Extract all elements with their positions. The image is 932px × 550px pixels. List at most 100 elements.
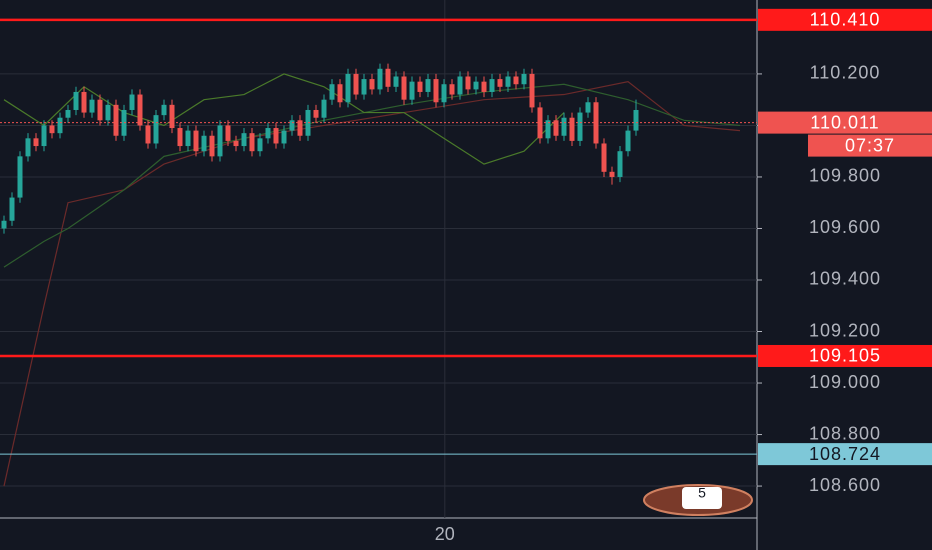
candle-body: [313, 109, 319, 118]
candle-body: [161, 104, 167, 116]
y-tick-label: 109.400: [809, 269, 881, 289]
candle-body: [481, 81, 487, 92]
candle-body: [9, 197, 15, 221]
current-price-label: 110.011: [810, 112, 879, 132]
candle-body: [169, 104, 175, 129]
y-tick-label: 108.800: [809, 423, 881, 443]
candle-body: [257, 138, 263, 152]
level-label-box: [758, 8, 932, 31]
candle-body: [521, 73, 527, 85]
candle-body: [369, 79, 375, 90]
candle-body: [425, 79, 431, 92]
level-label-box: [758, 344, 932, 367]
current-price-box: [758, 111, 932, 134]
candle-body: [361, 79, 367, 95]
candle-body: [145, 125, 151, 144]
candle-body: [409, 81, 415, 100]
candle-body: [561, 117, 567, 136]
candle-body: [497, 79, 503, 87]
candle-body: [529, 73, 535, 108]
candle-body: [385, 68, 391, 87]
candle-body: [457, 76, 463, 95]
candle-body: [577, 112, 583, 141]
y-tick-label: 109.600: [809, 217, 881, 237]
candle-body: [217, 125, 223, 157]
candle-body: [377, 68, 383, 90]
candle-body: [465, 76, 471, 90]
candle-body: [345, 73, 351, 103]
candle-body: [617, 151, 623, 177]
candle-body: [489, 79, 495, 92]
candle-body: [81, 91, 87, 113]
candle-body: [249, 133, 255, 152]
level-label: 108.724: [809, 444, 881, 464]
badge: 5: [643, 484, 753, 516]
candle-body: [609, 171, 615, 177]
candle-body: [89, 99, 95, 113]
candle-body: [273, 128, 279, 144]
y-tick-label: 109.800: [809, 166, 881, 186]
candle-body: [281, 130, 287, 144]
candle-body: [33, 138, 39, 147]
candle-body: [233, 140, 239, 147]
candle-body: [569, 117, 575, 141]
candle-body: [129, 94, 135, 110]
candle-body: [393, 76, 399, 87]
candle-body: [65, 109, 71, 118]
candle-body: [113, 104, 119, 136]
indicator-line: [3, 81, 741, 487]
candle-body: [1, 220, 7, 229]
candle-body: [633, 109, 639, 131]
badge-box: [682, 487, 722, 509]
candle-body: [601, 143, 607, 172]
countdown-label: 07:37: [845, 135, 895, 155]
candle-body: [449, 84, 455, 95]
candle-body: [441, 84, 447, 103]
candle-body: [513, 76, 519, 85]
badge-count: 5: [698, 485, 706, 501]
candle-body: [225, 125, 231, 141]
candle-body: [553, 120, 559, 136]
candle-body: [177, 128, 183, 147]
candle-body: [297, 120, 303, 136]
candle-body: [73, 91, 79, 110]
y-tick-label: 108.600: [809, 475, 881, 495]
candle-body: [337, 84, 343, 103]
level-label: 109.105: [809, 346, 881, 366]
candle-body: [433, 79, 439, 103]
candle-body: [137, 94, 143, 126]
candle-body: [49, 125, 55, 134]
candle-body: [625, 130, 631, 152]
level-label: 110.410: [810, 10, 881, 30]
indicator-line: [3, 73, 565, 165]
candle-body: [209, 135, 215, 157]
y-tick-label: 110.200: [810, 63, 881, 83]
countdown-box: [808, 134, 932, 157]
candle-body: [353, 73, 359, 95]
candle-body: [201, 135, 207, 152]
candle-body: [585, 102, 591, 113]
candle-body: [417, 81, 423, 92]
candle-body: [105, 104, 111, 121]
candle-body: [97, 99, 103, 121]
candle-body: [329, 84, 335, 100]
candle-body: [321, 99, 327, 118]
candle-body: [25, 138, 31, 157]
x-tick-label: 20: [435, 524, 455, 544]
candle-body: [153, 115, 159, 144]
candle-body: [57, 117, 63, 134]
level-label-box: [758, 443, 932, 466]
candle-body: [185, 130, 191, 147]
candle-body: [41, 125, 47, 147]
y-tick-label: 109.200: [809, 320, 881, 340]
y-tick-label: 109.000: [809, 372, 881, 392]
candle-body: [473, 81, 479, 90]
candle-body: [265, 128, 271, 139]
candle-body: [545, 120, 551, 139]
candle-body: [193, 130, 199, 152]
candle-body: [505, 76, 511, 87]
candle-body: [401, 76, 407, 100]
candle-body: [17, 156, 23, 198]
candle-body: [241, 133, 247, 147]
